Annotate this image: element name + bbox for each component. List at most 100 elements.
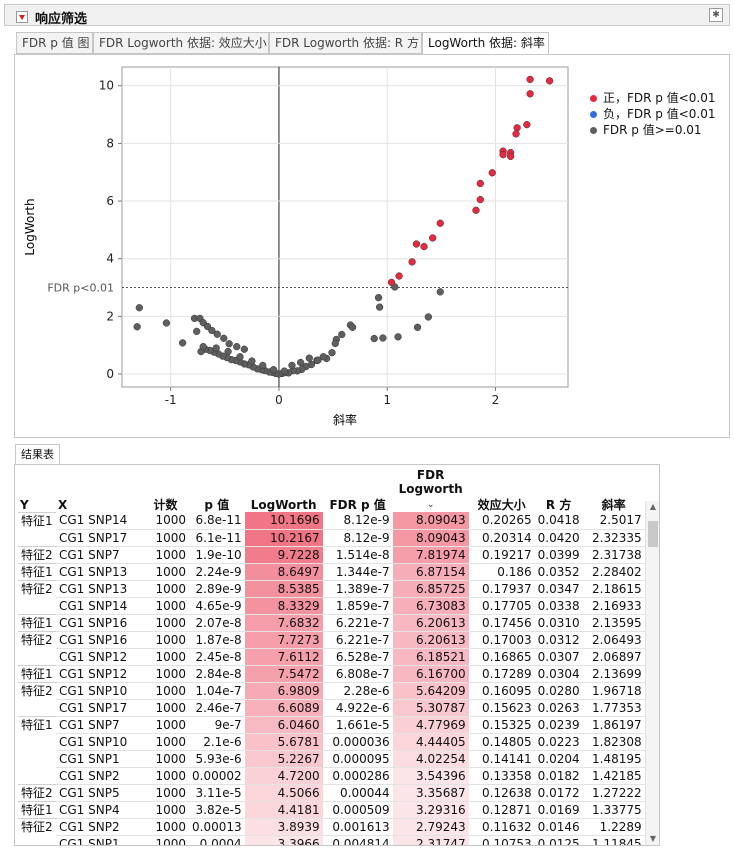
table-row[interactable]: CG1 SNP17 1000 2.46e-7 6.6089 4.922e-6 5.3078… bbox=[18, 699, 645, 717]
table-row[interactable]: CG1 SNP1 1000 0.0004 3.3966 0.004814 2.31747 0… bbox=[18, 835, 645, 845]
results-panel: Y X 计数 p 值 LogWorth FDR p 值 FDR Logworth… bbox=[14, 464, 660, 846]
not-significant-point bbox=[213, 330, 221, 338]
legend-item-positive[interactable]: 正，FDR p 值<0.01 bbox=[590, 90, 716, 106]
col-p-value[interactable]: p 值 bbox=[204, 498, 230, 512]
col-fdr-p-value[interactable]: FDR p 值 bbox=[329, 498, 386, 512]
table-row[interactable]: 特征1 CG1 SNP7 1000 9e-7 6.0460 1.661e-5 4.77969… bbox=[18, 715, 645, 734]
cell-count: 1000 bbox=[142, 648, 189, 666]
red-dot-icon bbox=[590, 95, 597, 102]
table-row[interactable]: 特征2 CG1 SNP10 1000 1.04e-7 6.9809 2.28e-6 5.64… bbox=[18, 681, 645, 700]
cell-x: CG1 SNP7 bbox=[56, 716, 142, 734]
table-row[interactable]: 特征2 CG1 SNP13 1000 2.89e-9 8.5385 1.389e-7 6.8… bbox=[18, 579, 645, 598]
tab-fdr-p-plot[interactable]: FDR p 值 图 bbox=[16, 32, 93, 54]
cell-x: CG1 SNP17 bbox=[56, 699, 142, 717]
cell-logworth: 8.6497 bbox=[244, 563, 323, 581]
positive-point bbox=[499, 150, 507, 159]
legend-item-negative[interactable]: 负，FDR p 值<0.01 bbox=[590, 106, 716, 122]
x-tick-label: 0 bbox=[275, 393, 283, 407]
table-row[interactable]: CG1 SNP10 1000 2.1e-6 5.6781 0.000036 4.44405… bbox=[18, 733, 645, 751]
scroll-down-icon[interactable]: ▼ bbox=[649, 834, 657, 843]
plot-legend: 正，FDR p 值<0.01 负，FDR p 值<0.01 FDR p 值>=0… bbox=[590, 90, 716, 138]
table-row[interactable]: CG1 SNP17 1000 6.1e-11 10.2167 8.12e-9 8.0904… bbox=[18, 529, 645, 547]
cell-x: CG1 SNP1 bbox=[56, 750, 142, 768]
cell-slope: 1.82308 bbox=[582, 733, 645, 751]
cell-count: 1000 bbox=[142, 631, 189, 649]
vertical-scrollbar[interactable]: ▲ ▼ bbox=[645, 501, 659, 845]
cell-fdr-logworth: 8.09043 bbox=[392, 529, 469, 547]
col-rsquare[interactable]: R 方 bbox=[545, 498, 572, 512]
table-row[interactable]: CG1 SNP14 1000 4.65e-9 8.3329 1.859e-7 6.7308… bbox=[18, 597, 645, 615]
table-row[interactable]: 特征2 CG1 SNP2 1000 0.00013 3.8939 0.001613 2.79… bbox=[18, 817, 645, 836]
cell-y: 特征1 bbox=[18, 664, 56, 682]
fdr-threshold-label: FDR p<0.01 bbox=[47, 282, 114, 295]
table-row[interactable]: 特征1 CG1 SNP4 1000 3.82e-5 4.4181 0.000509 3.29… bbox=[18, 800, 645, 819]
table-row[interactable]: CG1 SNP12 1000 2.45e-8 7.6112 6.528e-7 6.1852… bbox=[18, 648, 645, 666]
positive-point bbox=[513, 124, 521, 132]
cell-fdr-p-value: 0.000286 bbox=[322, 767, 393, 785]
cell-slope: 1.77353 bbox=[582, 699, 645, 717]
cell-fdr-p-value: 4.922e-6 bbox=[322, 699, 393, 717]
not-significant-point bbox=[394, 333, 402, 341]
cell-x: CG1 SNP1 bbox=[56, 835, 142, 845]
cell-logworth: 6.6089 bbox=[244, 699, 323, 717]
cell-count: 1000 bbox=[142, 512, 189, 530]
legend-item-not-significant[interactable]: FDR p 值>=0.01 bbox=[590, 122, 716, 138]
cell-rsquare: 0.0347 bbox=[534, 580, 583, 598]
cell-x: CG1 SNP14 bbox=[56, 597, 142, 615]
cell-logworth: 8.3329 bbox=[244, 597, 323, 615]
cell-y bbox=[18, 597, 56, 614]
col-count[interactable]: 计数 bbox=[153, 498, 178, 512]
hotspot-icon[interactable]: ✱ bbox=[709, 8, 723, 22]
not-significant-point bbox=[259, 361, 267, 370]
cell-x: CG1 SNP16 bbox=[56, 631, 142, 649]
legend-label-positive: 正，FDR p 值<0.01 bbox=[603, 91, 716, 105]
cell-logworth: 6.0460 bbox=[244, 716, 323, 734]
tab-results-table[interactable]: 结果表 bbox=[15, 444, 60, 464]
table-row[interactable]: 特征2 CG1 SNP7 1000 1.9e-10 9.7228 1.514e-8 7.81… bbox=[18, 545, 645, 564]
cell-fdr-logworth: 3.35687 bbox=[392, 784, 469, 802]
tab-logworth-slope[interactable]: LogWorth 依据: 斜率 bbox=[422, 32, 549, 55]
cell-y: 特征1 bbox=[18, 511, 56, 529]
col-x[interactable]: X bbox=[58, 498, 68, 512]
table-row[interactable]: 特征1 CG1 SNP12 1000 2.84e-8 7.5472 6.808e-7 6.1… bbox=[18, 664, 645, 683]
col-logworth[interactable]: LogWorth bbox=[250, 498, 317, 512]
cell-count: 1000 bbox=[142, 784, 189, 802]
cell-y bbox=[18, 835, 56, 845]
table-row[interactable]: CG1 SNP2 1000 0.00002 4.7200 0.000286 3.54396… bbox=[18, 767, 645, 785]
table-row[interactable]: 特征1 CG1 SNP14 1000 6.8e-11 10.1696 8.12e-9 8.0… bbox=[18, 511, 645, 530]
table-row[interactable]: 特征1 CG1 SNP13 1000 2.24e-9 8.6497 1.344e-7 6.8… bbox=[18, 562, 645, 581]
cell-effect-size: 0.186 bbox=[468, 563, 535, 581]
cell-effect-size: 0.17937 bbox=[468, 580, 535, 598]
col-effect-size[interactable]: 效应大小 bbox=[477, 498, 526, 512]
table-row[interactable]: 特征1 CG1 SNP16 1000 2.07e-8 7.6832 6.221e-7 6.2… bbox=[18, 613, 645, 632]
scroll-thumb[interactable] bbox=[648, 521, 658, 547]
cell-slope: 2.06897 bbox=[582, 648, 645, 666]
table-row[interactable]: 特征2 CG1 SNP5 1000 3.11e-5 4.5066 0.00044 3.356… bbox=[18, 783, 645, 802]
cell-y: 特征1 bbox=[18, 715, 56, 733]
cell-logworth: 7.6832 bbox=[244, 614, 323, 632]
col-fdr-logworth[interactable]: FDR Logworth ⌄ bbox=[393, 468, 469, 512]
table-row[interactable]: CG1 SNP1 1000 5.93e-6 5.2267 0.000095 4.02254… bbox=[18, 750, 645, 768]
cell-effect-size: 0.13358 bbox=[468, 767, 535, 785]
cell-count: 1000 bbox=[142, 614, 189, 632]
results-table: Y X 计数 p 值 LogWorth FDR p 值 FDR Logworth… bbox=[18, 468, 645, 845]
cell-y bbox=[18, 767, 56, 784]
cell-p-value: 1.9e-10 bbox=[189, 546, 245, 564]
cell-logworth: 7.6112 bbox=[244, 648, 323, 666]
not-significant-point bbox=[199, 342, 207, 351]
cell-effect-size: 0.11632 bbox=[468, 818, 535, 836]
col-y[interactable]: Y bbox=[20, 497, 29, 512]
cell-count: 1000 bbox=[142, 563, 189, 581]
cell-fdr-logworth: 6.87154 bbox=[392, 563, 469, 581]
disclosure-icon[interactable] bbox=[16, 11, 28, 23]
scroll-up-icon[interactable]: ▲ bbox=[649, 502, 657, 511]
table-row[interactable]: 特征2 CG1 SNP16 1000 1.87e-8 7.7273 6.221e-7 6.2… bbox=[18, 630, 645, 649]
not-significant-point bbox=[348, 323, 357, 331]
cell-effect-size: 0.14805 bbox=[468, 733, 535, 751]
tab-fdr-logworth-rsquare[interactable]: FDR Logworth 依据: R 方 bbox=[269, 32, 422, 54]
tab-fdr-logworth-effect-size[interactable]: FDR Logworth 依据: 效应大小 bbox=[93, 32, 269, 54]
x-tick-label: 1 bbox=[383, 393, 391, 407]
not-significant-point bbox=[375, 303, 384, 311]
col-slope[interactable]: 斜率 bbox=[601, 498, 626, 512]
not-significant-point bbox=[240, 345, 248, 353]
